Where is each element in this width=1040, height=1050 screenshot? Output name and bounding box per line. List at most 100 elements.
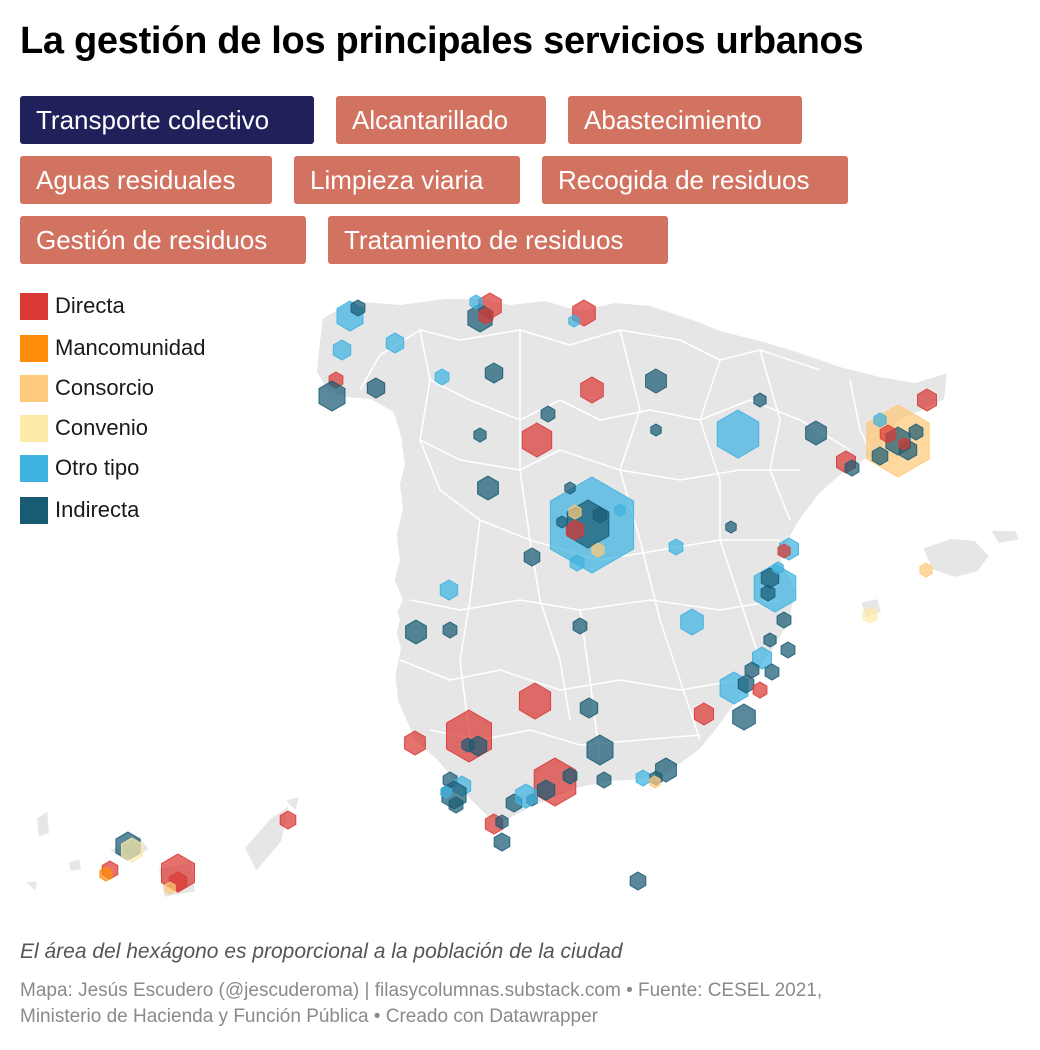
city-hexagon[interactable] xyxy=(332,339,352,361)
city-hexagon[interactable] xyxy=(908,423,924,441)
tab-aguas-residuales[interactable]: Aguas residuales xyxy=(20,156,272,204)
city-hexagon[interactable] xyxy=(764,663,780,681)
city-hexagon[interactable] xyxy=(725,520,737,534)
city-hexagon[interactable] xyxy=(694,702,714,726)
city-hexagon[interactable] xyxy=(635,769,651,787)
city-hexagon[interactable] xyxy=(737,674,755,694)
province-border xyxy=(519,330,571,721)
la-palma xyxy=(35,809,51,839)
land xyxy=(23,297,1021,899)
city-hexagon[interactable] xyxy=(629,871,647,891)
city-hexagon[interactable] xyxy=(668,538,684,556)
city-hexagon[interactable] xyxy=(777,543,791,559)
city-hexagon[interactable] xyxy=(772,561,784,575)
source-credits: Mapa: Jesús Escudero (@jescuderoma) | fi… xyxy=(20,978,980,1030)
city-hexagon[interactable] xyxy=(645,368,667,394)
city-hexagon[interactable] xyxy=(805,420,827,446)
city-hexagon[interactable] xyxy=(579,697,599,719)
city-hexagon[interactable] xyxy=(716,409,760,459)
tab-limpieza-viaria[interactable]: Limpieza viaria xyxy=(294,156,520,204)
tab-abastecimiento[interactable]: Abastecimiento xyxy=(568,96,802,144)
city-hexagon[interactable] xyxy=(650,423,662,437)
spain-map xyxy=(23,292,1021,899)
city-hexagon[interactable] xyxy=(440,785,452,799)
city-hexagon[interactable] xyxy=(318,380,346,412)
legend-label: Convenio xyxy=(55,415,148,440)
city-hexagon[interactable] xyxy=(871,446,889,466)
city-hexagon[interactable] xyxy=(385,332,405,354)
city-hexagon[interactable] xyxy=(873,412,887,428)
city-hexagon[interactable] xyxy=(844,459,860,477)
el-hierro xyxy=(23,879,39,893)
city-hexagon[interactable] xyxy=(473,427,487,443)
city-hexagon[interactable] xyxy=(493,832,511,852)
city-hexagon[interactable] xyxy=(732,703,756,731)
city-hexagon[interactable] xyxy=(565,519,585,541)
province-border xyxy=(419,329,851,451)
city-hexagon[interactable] xyxy=(862,606,878,624)
city-hexagon[interactable] xyxy=(478,307,494,325)
city-hexagon[interactable] xyxy=(614,503,626,517)
city-hexagon[interactable] xyxy=(879,424,897,444)
city-hexagon[interactable] xyxy=(562,767,578,785)
city-hexagon[interactable] xyxy=(917,388,937,412)
city-hexagon[interactable] xyxy=(568,314,580,328)
city-hexagon[interactable] xyxy=(518,682,552,720)
city-hexagon[interactable] xyxy=(279,810,297,830)
province-border xyxy=(399,659,741,691)
city-hexagon[interactable] xyxy=(760,584,776,602)
city-hexagon[interactable] xyxy=(523,547,541,567)
city-hexagon[interactable] xyxy=(448,796,464,814)
city-hexagon[interactable] xyxy=(484,362,504,384)
city-hexagon[interactable] xyxy=(592,506,608,524)
city-hexagon[interactable] xyxy=(434,368,450,386)
city-hexagon[interactable] xyxy=(350,299,366,317)
tab-recogida-de-residuos[interactable]: Recogida de residuos xyxy=(542,156,848,204)
tab-transporte-colectivo[interactable]: Transporte colectivo xyxy=(20,96,314,144)
city-hexagon[interactable] xyxy=(495,814,509,830)
city-hexagon[interactable] xyxy=(540,405,556,423)
province-border xyxy=(699,359,761,661)
city-hexagon[interactable] xyxy=(580,376,604,404)
city-hexagon[interactable] xyxy=(121,837,143,863)
city-hexagon[interactable] xyxy=(405,619,427,645)
city-hexagon[interactable] xyxy=(753,392,767,408)
city-hexagon[interactable] xyxy=(752,681,768,699)
tab-tratamiento-de-residuos[interactable]: Tratamiento de residuos xyxy=(328,216,668,264)
city-hexagon[interactable] xyxy=(564,481,576,495)
province-border xyxy=(419,439,800,481)
city-hexagon[interactable] xyxy=(521,422,553,458)
city-hexagon[interactable] xyxy=(439,579,459,601)
city-hexagon[interactable] xyxy=(776,611,792,629)
city-hexagon[interactable] xyxy=(556,515,568,529)
city-hexagon[interactable] xyxy=(569,554,585,572)
city-hexagon[interactable] xyxy=(442,621,458,639)
city-hexagon[interactable] xyxy=(477,475,499,501)
city-hexagon[interactable] xyxy=(649,775,661,789)
city-hexagon[interactable] xyxy=(536,779,556,801)
city-hexagon[interactable] xyxy=(752,646,772,670)
city-hexagon[interactable] xyxy=(568,504,582,520)
city-hexagon[interactable] xyxy=(919,562,933,578)
city-hexagon[interactable] xyxy=(404,730,426,756)
city-hexagon[interactable] xyxy=(763,632,777,648)
city-hexagon[interactable] xyxy=(898,437,910,451)
city-hexagon[interactable] xyxy=(461,737,475,753)
city-hexagon[interactable] xyxy=(586,734,614,766)
city-hexagon[interactable] xyxy=(366,377,386,399)
legend-label: Directa xyxy=(55,293,125,318)
city-hexagon[interactable] xyxy=(469,294,483,310)
city-hexagon[interactable] xyxy=(515,783,537,809)
city-hexagon[interactable] xyxy=(780,641,796,659)
city-hexagon[interactable] xyxy=(596,771,612,789)
city-hexagon[interactable] xyxy=(164,881,176,895)
city-hexagon[interactable] xyxy=(680,608,704,636)
menorca xyxy=(989,529,1021,545)
tab-alcantarillado[interactable]: Alcantarillado xyxy=(336,96,546,144)
city-hexagon[interactable] xyxy=(591,542,605,558)
province-border xyxy=(359,329,821,391)
tab-gestion-de-residuos[interactable]: Gestión de residuos xyxy=(20,216,306,264)
city-hexagon[interactable] xyxy=(655,757,677,783)
city-hexagon[interactable] xyxy=(572,617,588,635)
city-hexagon[interactable] xyxy=(99,866,113,882)
